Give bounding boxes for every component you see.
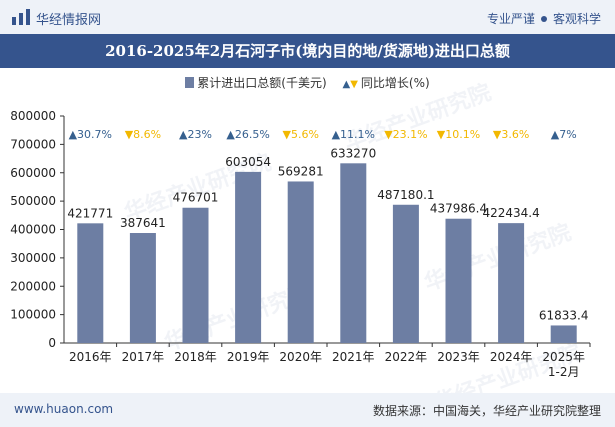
data-source: 数据来源：中国海关，华经产业研究院整理 [372,404,601,418]
legend-label-total: 累计进出口总额(千美元) [197,76,327,90]
growth-label: ▲23% [179,128,212,141]
bar [129,233,156,343]
growth-label: ▲7% [551,128,577,141]
growth-label: ▲30.7% [69,128,112,141]
bar [340,163,367,343]
growth-label: ▼8.6% [125,128,161,141]
bar-value-label: 422434.4 [482,206,539,220]
x-tick-label: 2017年 [122,350,165,364]
bar-value-label: 437986.4 [430,202,487,216]
logo-icon [12,9,30,25]
bar-value-label: 487180.1 [377,188,434,202]
growth-label: ▼23.1% [384,128,427,141]
bar [287,181,314,343]
growth-label: ▼5.6% [282,128,318,141]
x-tick-label: 2025年 [542,350,585,364]
bar-value-label: 633270 [330,146,376,160]
tagline: 专业严谨 客观科学 [487,10,601,27]
bar [392,204,419,343]
triangle-up-icon: ▲ [342,79,351,90]
y-tick-label: 800000 [10,109,56,123]
x-tick-label: 2018年 [174,350,217,364]
bar-value-label: 61833.4 [539,308,589,322]
bar-swatch-icon [185,77,195,88]
bar [498,223,525,343]
bar-value-label: 476701 [173,191,219,205]
chart-legend: 累计进出口总额(千美元) ▲▼ 同比增长(%) [0,74,615,91]
x-tick-label: 2024年 [490,350,533,364]
x-tick-label: 2020年 [279,350,322,364]
y-tick-label: 500000 [10,194,56,208]
triangle-down-icon: ▼ [350,79,358,90]
x-tick-label: 1-2月 [548,365,580,379]
y-tick-label: 100000 [10,308,56,322]
bar [445,218,472,343]
website-link[interactable]: www.huaon.com [14,402,114,416]
legend-label-growth: 同比增长(%) [360,76,430,90]
legend-item-total: 累计进出口总额(千美元) [185,74,327,91]
bar-value-label: 387641 [120,216,166,230]
y-tick-label: 400000 [10,223,56,237]
x-tick-label: 2019年 [227,350,270,364]
y-tick-label: 600000 [10,166,56,180]
growth-label: ▲11.1% [332,128,375,141]
footer-bar: www.huaon.com 数据来源：中国海关，华经产业研究院整理 [0,393,615,427]
y-tick-label: 200000 [10,279,56,293]
x-tick-label: 2022年 [385,350,428,364]
y-tick-label: 0 [48,336,56,350]
y-tick-label: 700000 [10,137,56,151]
growth-label: ▲26.5% [226,128,269,141]
tagline-2: 客观科学 [552,12,601,26]
tagline-1: 专业严谨 [486,12,535,26]
bar [550,325,577,343]
header-bar: 华经情报网 专业严谨 客观科学 [0,0,615,34]
legend-item-growth: ▲▼ 同比增长(%) [343,74,430,91]
x-tick-label: 2021年 [332,350,375,364]
y-tick-label: 300000 [10,251,56,265]
growth-label: ▼3.6% [493,128,529,141]
bar [182,207,209,343]
chart-title: 2016-2025年2月石河子市(境内目的地/货源地)进出口总额 [0,34,615,68]
bar-value-label: 569281 [278,164,324,178]
bar-value-label: 603054 [225,155,271,169]
bar [235,171,262,343]
x-tick-label: 2016年 [69,350,112,364]
growth-label: ▼10.1% [437,128,480,141]
bar-value-label: 421771 [67,206,113,220]
bar [77,223,104,343]
brand-name: 华经情报网 [36,13,102,28]
dot-separator-icon [540,15,547,22]
x-tick-label: 2023年 [437,350,480,364]
